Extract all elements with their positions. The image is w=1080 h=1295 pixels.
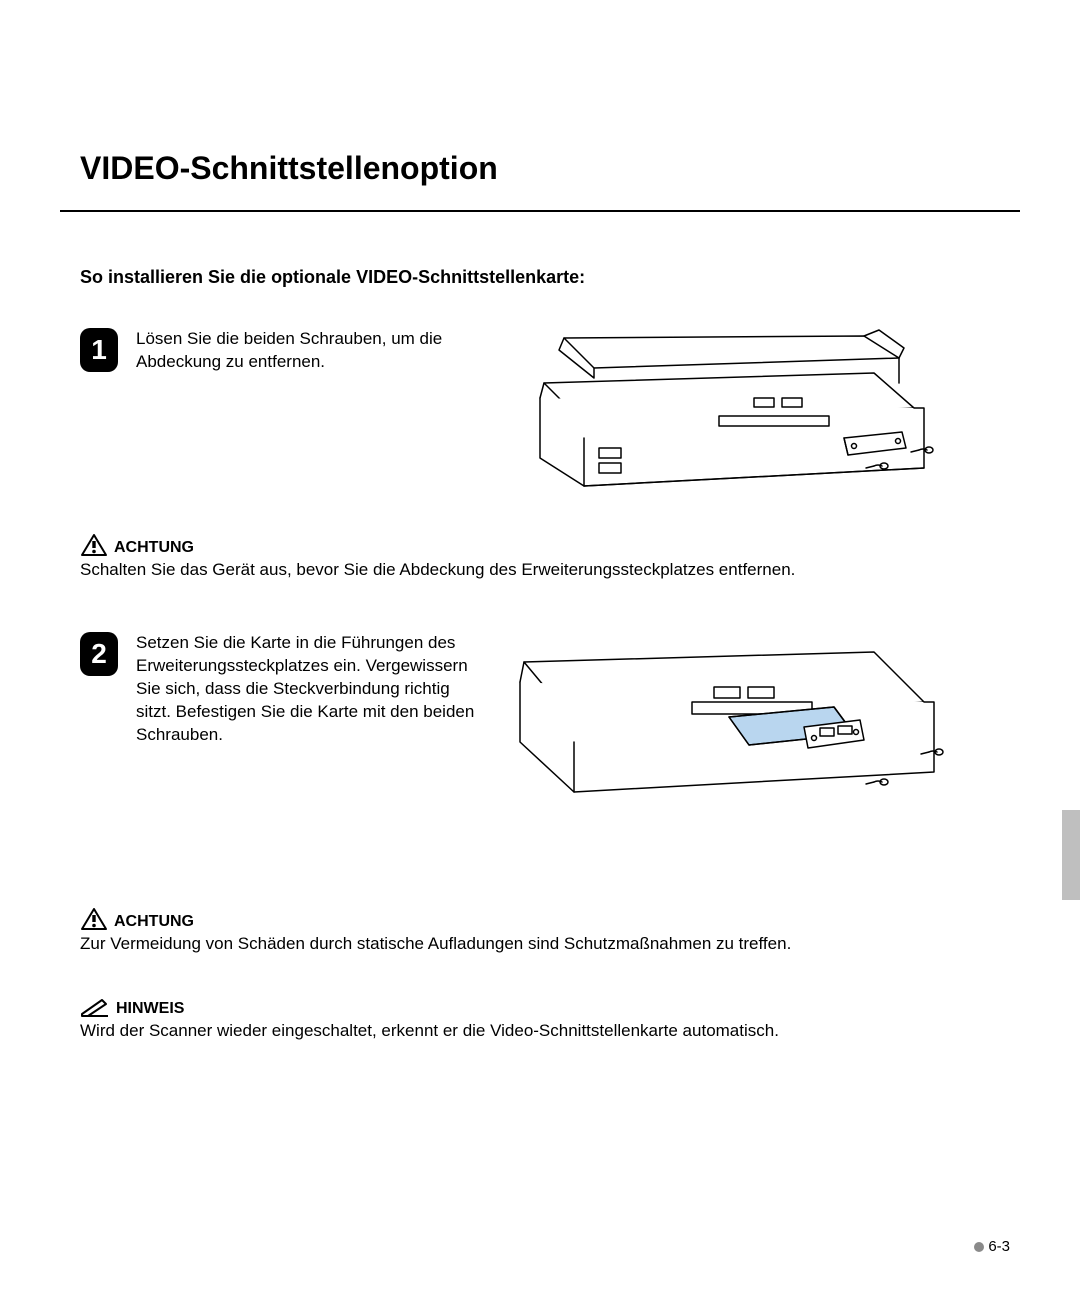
warning-icon: [80, 907, 108, 931]
step-1-left: 1 Lösen Sie die beiden Schrauben, um die…: [80, 328, 480, 374]
warning-2-body: Zur Vermeidung von Schäden durch statisc…: [80, 933, 1000, 956]
title-rule: [60, 210, 1020, 212]
warning-2-head: ACHTUNG: [80, 907, 1000, 931]
step-2-figure: [504, 632, 1000, 817]
page-title: VIDEO-Schnittstellenoption: [80, 150, 1000, 187]
page-number-dot-icon: [974, 1242, 984, 1252]
note-1: HINWEIS Wird der Scanner wieder eingesch…: [80, 996, 1000, 1043]
page-number-text: 6-3: [988, 1238, 1010, 1255]
warning-2-label: ACHTUNG: [114, 913, 194, 931]
thumb-tab: [1062, 810, 1080, 900]
note-1-head: HINWEIS: [80, 996, 1000, 1018]
step-1-text: Lösen Sie die beiden Schrauben, um die A…: [136, 328, 480, 374]
note-1-body: Wird der Scanner wieder eingeschaltet, e…: [80, 1020, 1000, 1043]
step-2-text: Setzen Sie die Karte in die Führungen de…: [136, 632, 480, 747]
note-1-label: HINWEIS: [116, 1000, 184, 1018]
warning-2: ACHTUNG Zur Vermeidung von Schäden durch…: [80, 907, 1000, 956]
manual-page: VIDEO-Schnittstellenoption So installier…: [0, 0, 1080, 1295]
page-number: 6-3: [974, 1238, 1010, 1255]
step-number-badge: 1: [80, 328, 118, 372]
step-2: 2 Setzen Sie die Karte in die Führungen …: [80, 632, 1000, 817]
note-icon: [80, 996, 110, 1018]
section-subtitle: So installieren Sie die optionale VIDEO-…: [80, 267, 1000, 288]
step-number-badge: 2: [80, 632, 118, 676]
scanner-remove-cover-illustration: [504, 328, 964, 498]
step-1-figure: [504, 328, 1000, 503]
warning-1-body: Schalten Sie das Gerät aus, bevor Sie di…: [80, 559, 1000, 582]
warning-1-head: ACHTUNG: [80, 533, 1000, 557]
warning-1: ACHTUNG Schalten Sie das Gerät aus, bevo…: [80, 533, 1000, 582]
step-2-left: 2 Setzen Sie die Karte in die Führungen …: [80, 632, 480, 747]
warning-icon: [80, 533, 108, 557]
step-1: 1 Lösen Sie die beiden Schrauben, um die…: [80, 328, 1000, 503]
warning-1-label: ACHTUNG: [114, 539, 194, 557]
scanner-insert-card-illustration: [504, 632, 964, 812]
